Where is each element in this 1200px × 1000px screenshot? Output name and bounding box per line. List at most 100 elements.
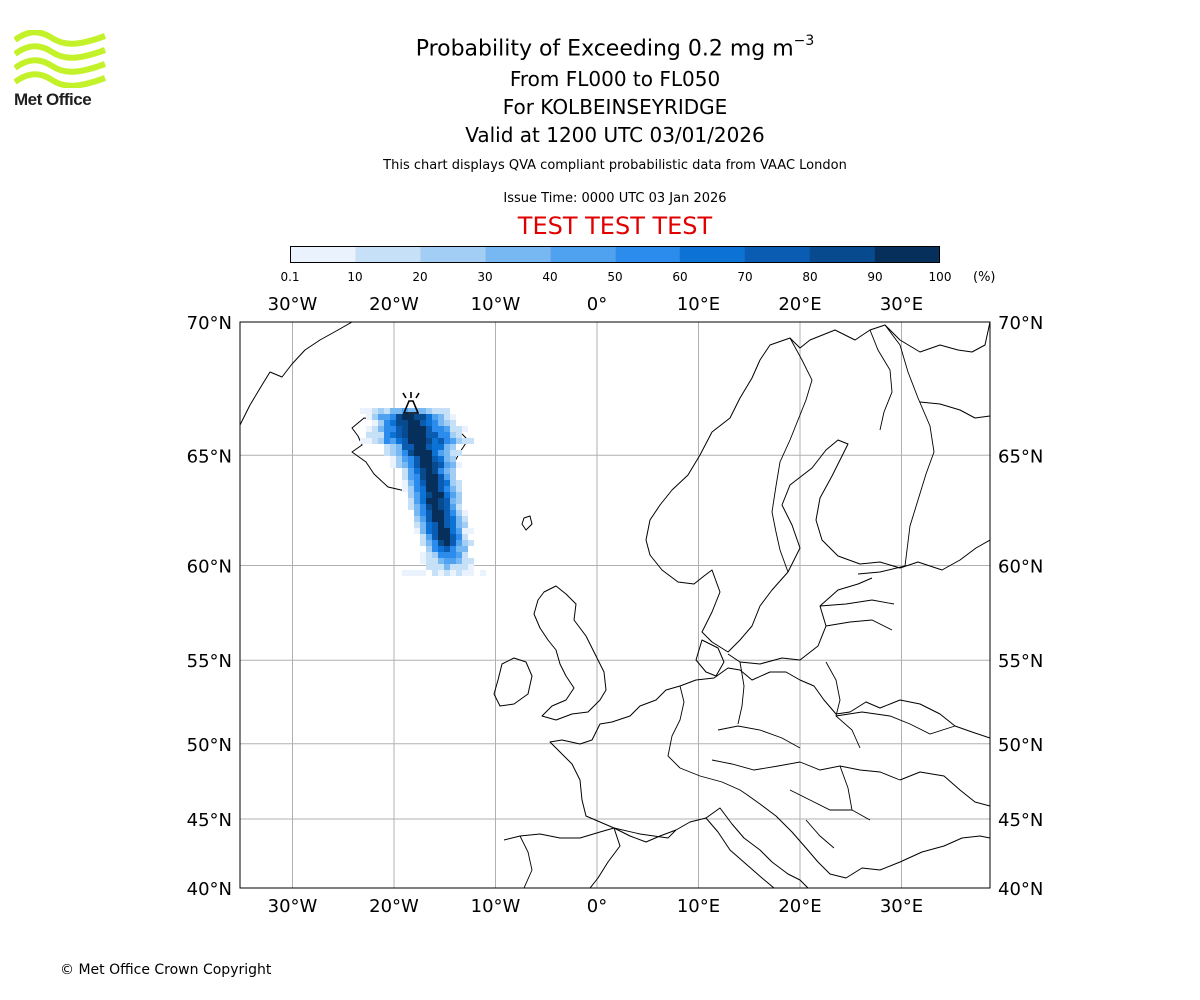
longitude-label: 30°E [880, 294, 923, 315]
plume-cell [426, 414, 432, 420]
coast-greenland [240, 322, 353, 426]
latitude-label: 60°N [998, 557, 1043, 578]
plume-cell [414, 474, 420, 480]
plume-cell [420, 510, 426, 516]
plume-cell [438, 516, 444, 522]
plume-cell [408, 450, 414, 456]
plume-cell [420, 468, 426, 474]
plume-cell [444, 414, 450, 420]
plume-cell [402, 570, 408, 576]
title-line-2: From FL000 to FL050 [509, 67, 721, 92]
plume-cell [432, 510, 438, 516]
border-alps [679, 767, 747, 795]
plume-cell [402, 486, 408, 492]
plume-cell [408, 438, 414, 444]
colorbar-tick-label: 80 [802, 270, 818, 284]
plume-cell [456, 546, 462, 552]
border-norway-sweden [771, 337, 813, 573]
plume-cell [426, 522, 432, 528]
plume-cell [432, 522, 438, 528]
plume-cell [378, 420, 384, 426]
plume-cell [378, 438, 384, 444]
latitude-label: 45°N [187, 810, 232, 831]
plume-cell [456, 462, 462, 468]
plume-cell [384, 450, 390, 456]
plume-cell [408, 504, 414, 510]
coast-balkans [745, 793, 990, 879]
plume-cell [360, 438, 366, 444]
plume-cell [420, 462, 426, 468]
plume-cell [426, 420, 432, 426]
plume-cell [444, 558, 450, 564]
plume-cell [372, 426, 378, 432]
plume-cell [432, 408, 438, 414]
plume-cell [456, 534, 462, 540]
plume-cell [444, 528, 450, 534]
plume-cell [402, 432, 408, 438]
plume-cell [420, 558, 426, 564]
plume-cell [390, 426, 396, 432]
copyright: © Met Office Crown Copyright [60, 962, 272, 978]
plume-cell [432, 552, 438, 558]
plume-cell [390, 444, 396, 450]
plume-cell [450, 498, 456, 504]
plume-cell [450, 516, 456, 522]
plume-cell [438, 504, 444, 510]
plume-cell [408, 408, 414, 414]
plume-cell [378, 426, 384, 432]
plume-cell [438, 486, 444, 492]
plume-cell [450, 468, 456, 474]
plume-cell [384, 408, 390, 414]
coast-iberia [503, 827, 621, 888]
plume-cell [456, 450, 462, 456]
longitude-label: 0° [587, 896, 607, 917]
plume-cell [420, 444, 426, 450]
plume-cell [402, 450, 408, 456]
latitude-label: 60°N [187, 557, 232, 578]
colorbar-tick-label: 50 [607, 270, 623, 284]
border-baltics [819, 599, 895, 631]
plume-cell [414, 516, 420, 522]
plume-cell [402, 420, 408, 426]
map-axis-labels: 30°W 30°W 20°W 20°W 10°W 10°W 0° 0° 10°E 10°E 20°E… [187, 294, 1044, 917]
colorbar-segment [810, 247, 876, 262]
plume-cell [432, 480, 438, 486]
plume-cell [426, 516, 432, 522]
plume-cell [420, 420, 426, 426]
coast-black-sea [899, 771, 990, 807]
colorbar-segment [420, 247, 486, 262]
plume-cell [372, 414, 378, 420]
plume-cell [450, 486, 456, 492]
plume-cell [396, 438, 402, 444]
plume-cell [456, 510, 462, 516]
plume-cell [432, 432, 438, 438]
longitude-label: 30°W [268, 896, 318, 917]
plume-cell [444, 450, 450, 456]
map-background [240, 322, 990, 888]
plume-cell [432, 546, 438, 552]
plume-cell [426, 540, 432, 546]
plume-cell [438, 462, 444, 468]
plume-cell [414, 414, 420, 420]
plume-cell [456, 438, 462, 444]
plume-cell [414, 456, 420, 462]
plume-cell [462, 558, 468, 564]
volcano-icon [402, 392, 420, 414]
plume-cell [438, 558, 444, 564]
plume-cell [462, 426, 468, 432]
plume-cell [438, 414, 444, 420]
plume-cell [462, 516, 468, 522]
plume-cell [408, 444, 414, 450]
plume-cell [426, 546, 432, 552]
plume-cell [414, 498, 420, 504]
plume-cell [444, 522, 450, 528]
plume-cell [450, 528, 456, 534]
plume-cell [468, 540, 474, 546]
latitude-label: 50°N [998, 735, 1043, 756]
colorbar-segment [485, 247, 551, 262]
plume-cell [426, 528, 432, 534]
plume-cell [456, 558, 462, 564]
plume-cell [426, 504, 432, 510]
title-line-4: Valid at 1200 UTC 03/01/2026 [465, 123, 765, 148]
plume-cell [438, 546, 444, 552]
